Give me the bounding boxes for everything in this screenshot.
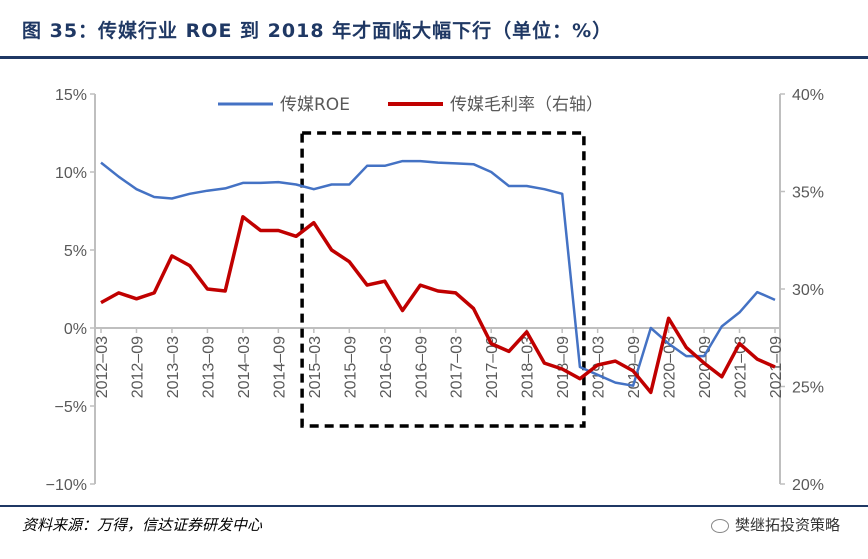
x-tick-label: 2015–09 [342,336,359,398]
x-tick-label: 2013–03 [165,336,182,398]
chart: 15% 10% 5% 0% −5% −10% 40% 35% 30% 25% 20% 2012–03 2… [46,87,824,494]
right-tick-label: 25% [792,380,824,397]
left-tick-label: 0% [64,321,87,338]
x-tick-label: 2016–03 [378,336,395,398]
x-tick-label: 2018–03 [520,336,537,398]
wechat-icon [710,518,729,533]
x-tick-label: 2014–09 [271,336,288,398]
legend-label: 传媒ROE [280,95,350,115]
x-tick-label: 2012–03 [94,336,111,398]
right-tick-label: 40% [792,87,824,104]
x-tick-label: 2017–09 [484,336,501,398]
x-tick-label: 2013–09 [200,336,217,398]
x-tick-label: 2015–03 [307,336,324,398]
highlight-box [300,131,586,428]
x-tick-label: 2019–03 [591,336,608,398]
left-tick-label: 5% [64,243,87,260]
legend-label: 传媒毛利率（右轴） [450,95,603,115]
left-tick-label: −10% [46,477,87,494]
x-tick-label: 2019–09 [626,336,643,398]
x-tick-label: 2014–03 [236,336,253,398]
left-tick-label: 10% [55,165,87,182]
brand-text: 樊继拓投资策略 [734,516,840,534]
x-tick-label: 2020–09 [697,336,714,398]
source-note: 资料来源：万得，信达证券研发中心 [22,516,263,534]
right-tick-label: 20% [792,477,824,494]
x-tick-label: 2021–09 [768,336,785,398]
series-line-gross-margin [100,215,776,395]
brand-label: 樊继拓投资策略 [710,514,840,535]
right-tick-label: 30% [792,282,824,299]
x-tick-label: 2018–09 [555,336,572,398]
x-tick-label: 2012–09 [129,336,146,398]
right-tick-label: 35% [792,185,824,202]
x-tick-label: 2016–09 [413,336,430,398]
title-divider [0,56,868,59]
x-tick-label: 2020–03 [662,336,679,398]
left-tick-label: 15% [55,87,87,104]
chart-title: 图 35：传媒行业 ROE 到 2018 年才面临大幅下行（单位：%） [22,20,613,42]
footer-divider [0,505,868,507]
x-tick-label: 2017–03 [449,336,466,398]
left-tick-label: −5% [55,399,87,416]
